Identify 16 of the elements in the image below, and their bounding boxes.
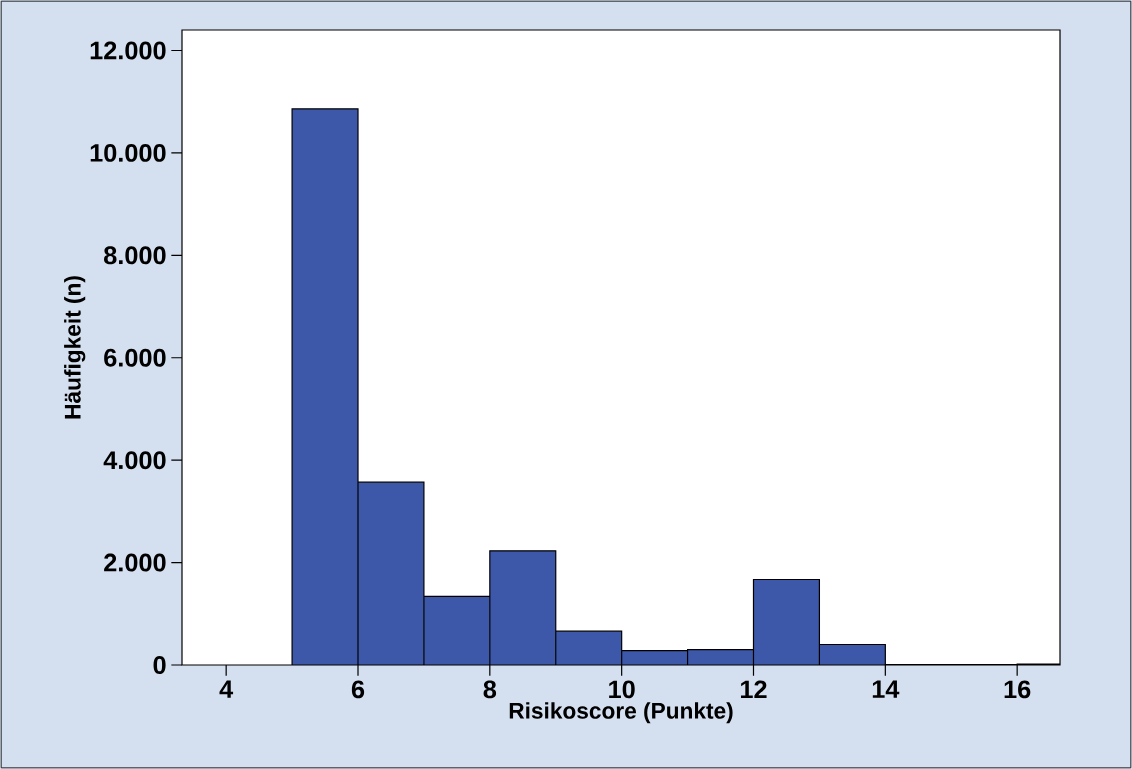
- x-axis-title: Risikoscore (Punkte): [509, 702, 733, 724]
- y-tick-label: 6.000: [104, 348, 166, 367]
- y-tick-label: 10.000: [90, 143, 166, 162]
- x-tick-label: 6: [351, 680, 365, 699]
- x-tick-label: 16: [1004, 680, 1031, 699]
- y-tick-label: 0: [153, 656, 166, 674]
- y-axis-title: Häufigkeit (n): [64, 276, 86, 419]
- y-tick-label: 8.000: [104, 246, 166, 265]
- x-tick-label: 10: [609, 680, 635, 699]
- x-tick-label: 4: [219, 680, 234, 698]
- x-tick-label: 8: [483, 680, 497, 699]
- x-tick-label: 14: [872, 680, 900, 698]
- x-tick-label: 12: [741, 680, 767, 699]
- y-tick-label: 2.000: [104, 553, 166, 572]
- y-tick-label: 4.000: [103, 451, 166, 470]
- y-tick-label: 12.000: [90, 41, 166, 60]
